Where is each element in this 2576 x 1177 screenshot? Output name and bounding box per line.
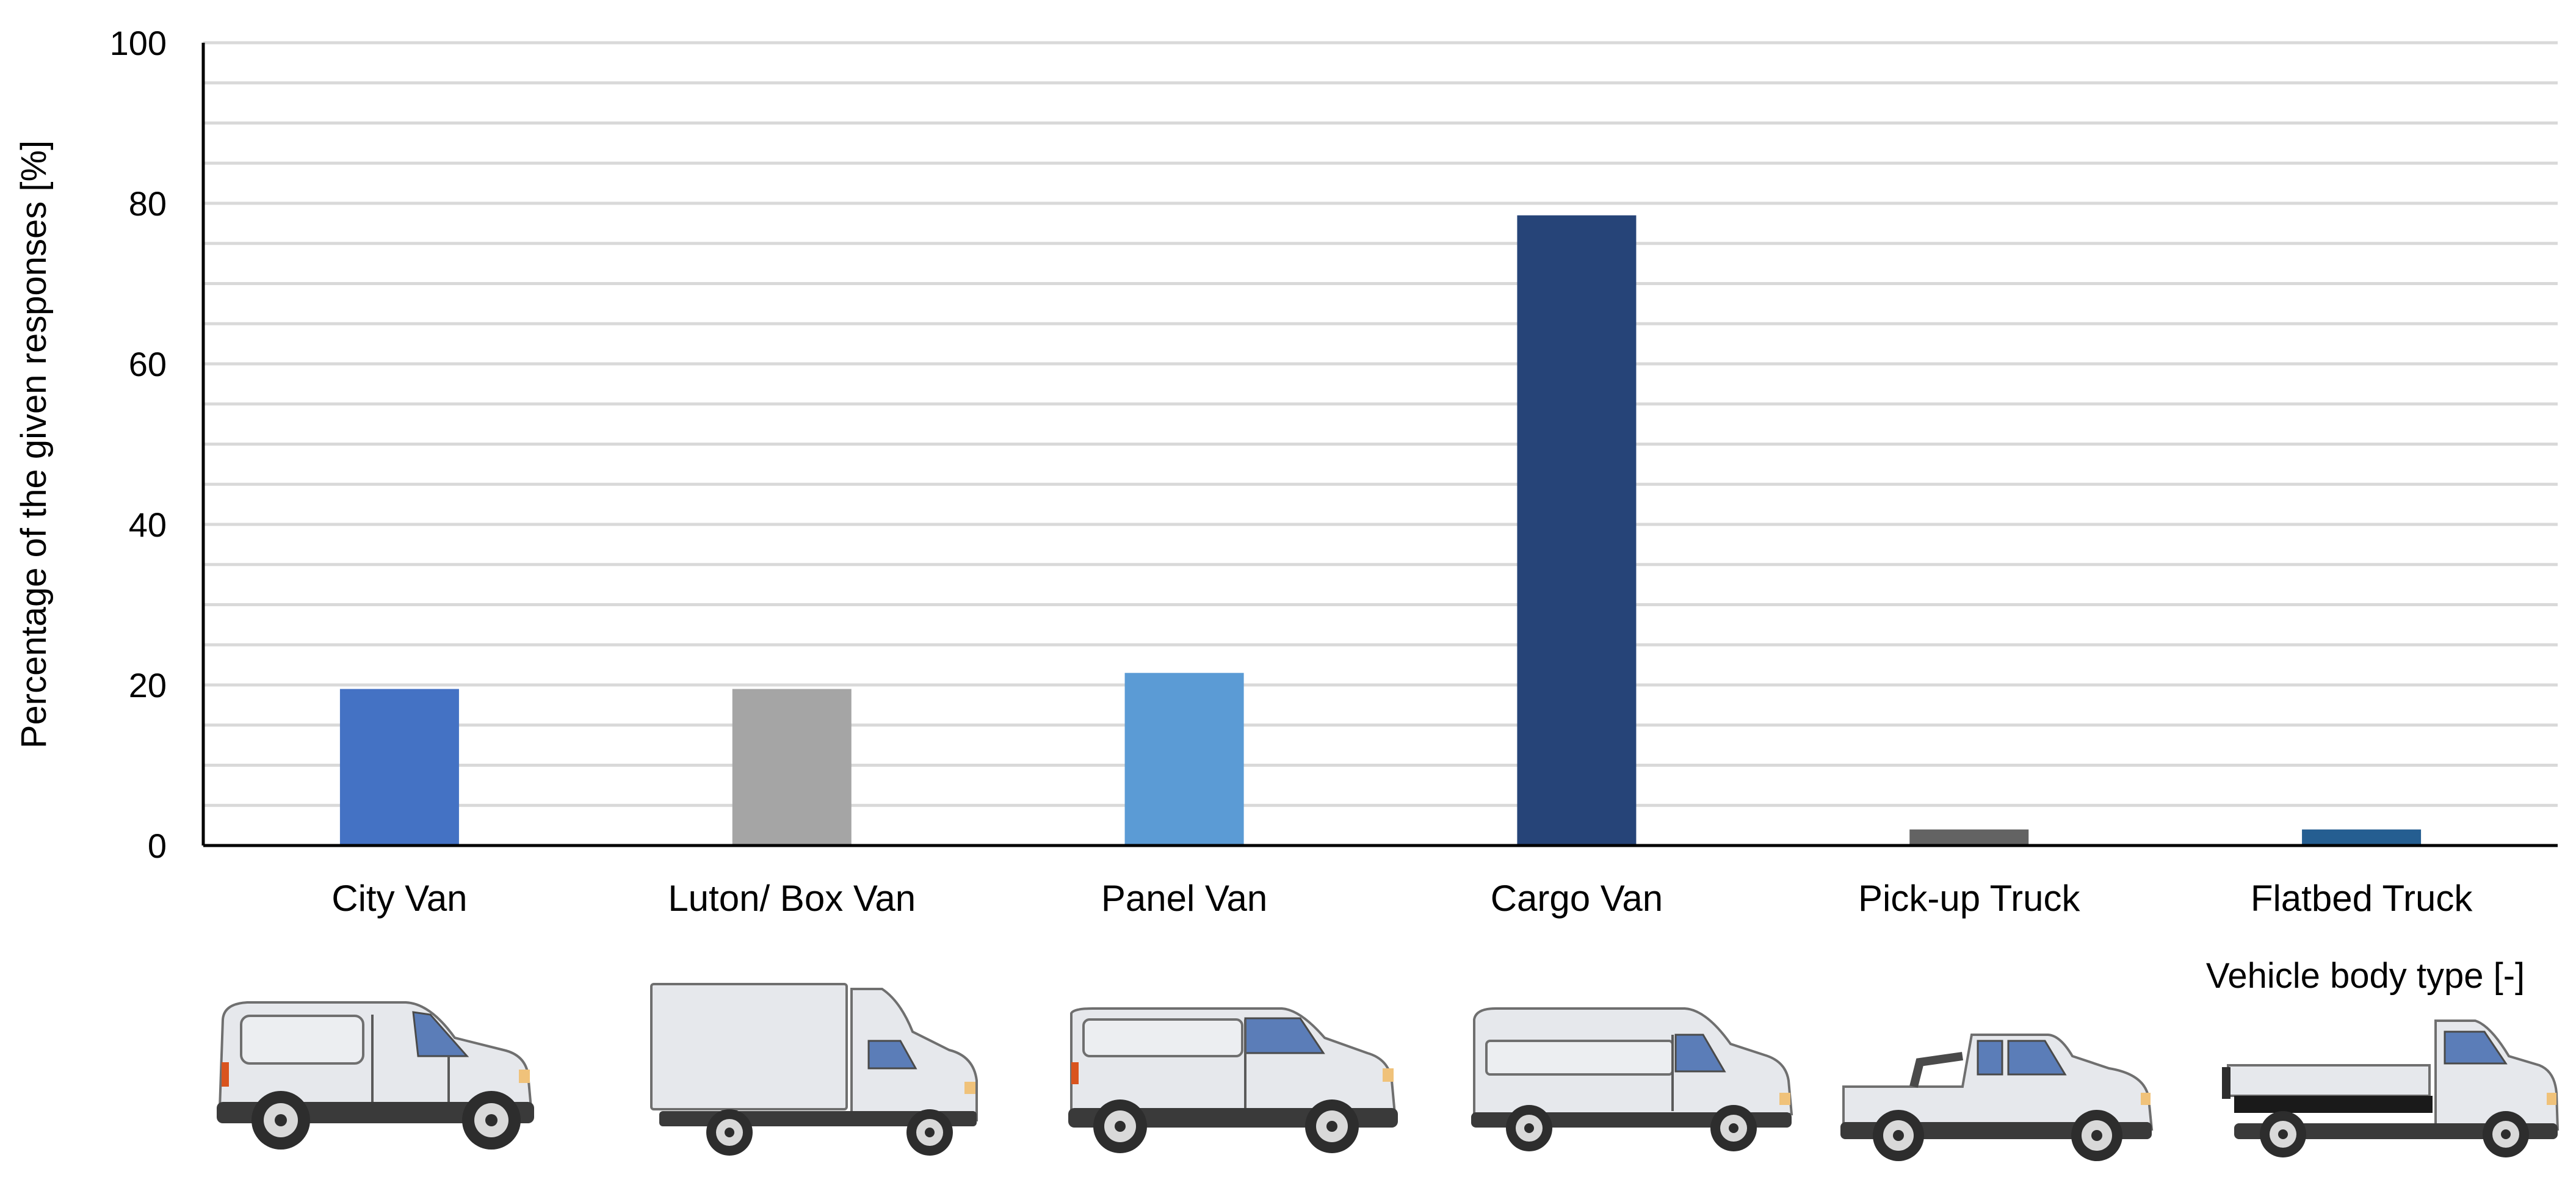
flatbed-truck-icon	[2222, 1019, 2560, 1157]
x-axis-title: Vehicle body type [-]	[2206, 956, 2525, 996]
bars	[339, 215, 2422, 846]
category-label: Luton/ Box Van	[668, 878, 916, 919]
bar-flatbed-truck	[2302, 829, 2422, 846]
bar-pick-up-truck	[1909, 829, 2029, 846]
y-tick-label: 20	[129, 666, 167, 704]
y-tick-label: 100	[110, 24, 167, 62]
category-label: City Van	[331, 878, 467, 919]
y-tick-label: 0	[148, 827, 167, 865]
y-tick-label: 60	[129, 345, 167, 383]
category-label: Cargo Van	[1491, 878, 1663, 919]
y-tick-label: 80	[129, 184, 167, 223]
gridlines	[203, 41, 2558, 807]
bar-panel-van	[1124, 673, 1244, 846]
panel-van-icon	[1068, 1007, 1398, 1153]
category-label: Pick-up Truck	[1858, 878, 2080, 919]
category-labels: City Van Luton/ Box Van Panel Van Cargo Van…	[331, 878, 2473, 919]
y-tick-label: 40	[129, 505, 167, 544]
category-label: Flatbed Truck	[2251, 878, 2473, 919]
vehicle-illustrations	[217, 983, 2560, 1161]
bar-luton-box-van	[732, 689, 852, 846]
city-van-icon	[217, 1001, 534, 1150]
axes	[201, 43, 2558, 847]
pickup-truck-icon	[1840, 1034, 2154, 1161]
category-label: Panel Van	[1101, 878, 1267, 919]
y-axis-title: Percentage of the given responses [%]	[14, 140, 54, 748]
box-van-icon	[650, 983, 978, 1156]
y-tick-labels: 0 20 40 60 80 100	[110, 24, 167, 865]
bar-city-van	[339, 689, 459, 846]
bar-cargo-van	[1517, 215, 1637, 846]
cargo-van-icon	[1471, 1007, 1793, 1151]
